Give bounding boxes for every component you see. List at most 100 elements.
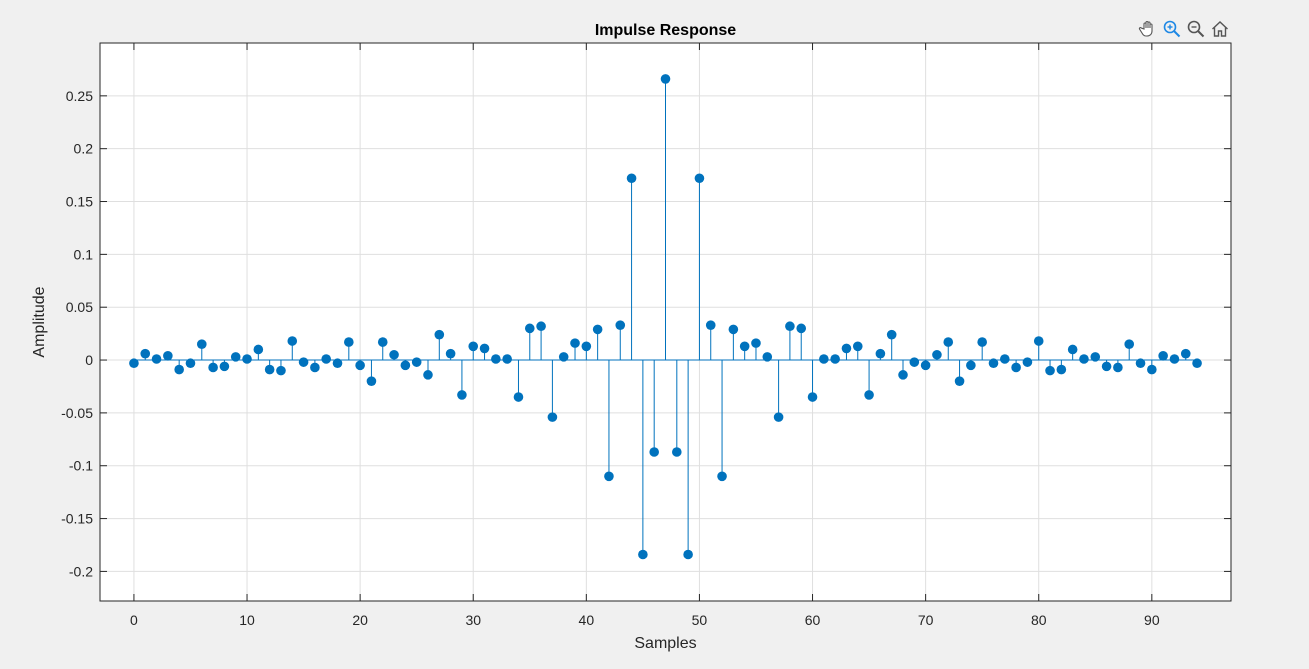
stem-marker	[344, 337, 354, 347]
stem-marker	[649, 447, 659, 457]
stem-marker	[660, 74, 671, 84]
stem-marker	[1000, 354, 1010, 364]
stem-marker	[174, 364, 184, 375]
stem-marker	[1101, 361, 1112, 372]
stem-marker	[615, 320, 626, 330]
y-tick-label: 0.15	[66, 194, 93, 210]
stem-marker	[1056, 364, 1067, 375]
stem-marker	[377, 337, 388, 347]
stem-marker	[819, 354, 829, 364]
stem-marker	[1158, 351, 1168, 361]
stem-marker	[1180, 348, 1191, 359]
stem-marker	[773, 412, 784, 422]
stem-marker	[1113, 362, 1123, 373]
stem-marker	[852, 341, 863, 352]
stem-marker	[423, 370, 433, 380]
axes-frame	[99, 42, 1232, 602]
stem-marker	[932, 349, 942, 360]
stem-marker	[400, 360, 411, 371]
stem-marker	[694, 173, 705, 184]
stem-marker	[298, 357, 309, 367]
stem-marker	[592, 324, 603, 335]
x-tick-label: 10	[239, 612, 255, 628]
x-tick-label: 50	[692, 612, 708, 628]
stem-marker	[310, 362, 320, 373]
stem-marker	[1022, 357, 1033, 367]
stem-marker	[558, 352, 569, 362]
stem-marker	[468, 341, 479, 352]
stem-marker	[672, 447, 682, 457]
zoom-in-icon[interactable]	[1161, 18, 1183, 40]
y-tick-label: -0.1	[69, 458, 93, 474]
y-tick-label: 0.1	[74, 246, 94, 262]
stem-marker	[604, 471, 614, 482]
stem-marker	[886, 329, 897, 340]
stem-marker	[242, 354, 252, 364]
y-tick-label: 0.25	[66, 88, 93, 104]
stem-marker	[264, 364, 275, 375]
stem-marker	[129, 358, 139, 369]
stem-marker	[796, 323, 807, 334]
y-tick-label: 0	[85, 352, 93, 368]
stem-marker	[988, 358, 999, 369]
stem-marker	[491, 354, 501, 364]
stem-marker	[943, 337, 954, 347]
stem-marker	[570, 338, 580, 348]
y-tick-label: -0.2	[69, 563, 93, 579]
stem-marker	[196, 339, 207, 349]
zoom-out-icon[interactable]	[1185, 18, 1207, 40]
stem-marker	[762, 352, 773, 362]
stem-marker	[185, 358, 196, 369]
x-tick-label: 20	[352, 612, 368, 628]
y-axis-label: Amplitude	[31, 286, 48, 357]
stem-marker	[1045, 365, 1055, 376]
stem-marker	[1192, 358, 1202, 369]
stem-marker	[547, 412, 558, 422]
x-tick-label: 0	[130, 612, 138, 628]
stem-marker	[728, 324, 739, 335]
stem-marker	[151, 354, 162, 364]
stem-marker	[140, 348, 151, 359]
stem-marker	[1067, 344, 1078, 355]
stem-marker	[751, 338, 761, 348]
stem-marker	[434, 329, 445, 340]
stem-marker	[705, 320, 716, 330]
stem-marker	[457, 390, 467, 400]
x-axis-label: Samples	[634, 635, 696, 652]
stem-marker	[1124, 339, 1135, 349]
home-icon[interactable]	[1209, 18, 1231, 40]
stem-marker	[909, 357, 920, 367]
x-tick-label: 90	[1144, 612, 1160, 628]
stem-marker	[332, 358, 343, 369]
stem-marker	[502, 354, 512, 364]
stem-marker	[163, 351, 173, 361]
stem-marker	[219, 361, 230, 372]
stem-marker	[807, 392, 818, 402]
stem-marker	[785, 321, 795, 332]
stem-marker	[638, 549, 648, 560]
stem-marker	[276, 365, 286, 376]
stem-marker	[208, 362, 218, 373]
stem-marker	[1147, 364, 1157, 375]
x-tick-label: 70	[918, 612, 934, 628]
stem-marker	[1079, 354, 1089, 364]
x-tick-label: 80	[1031, 612, 1047, 628]
stem-marker	[1135, 358, 1146, 369]
stem-marker	[1169, 354, 1180, 364]
stem-marker	[966, 360, 976, 371]
y-tick-label: 0.05	[66, 299, 93, 315]
x-tick-label: 30	[465, 612, 481, 628]
x-tick-label: 40	[579, 612, 595, 628]
stem-marker	[683, 549, 693, 560]
stem-marker	[830, 354, 840, 364]
y-tick-label: 0.2	[74, 141, 94, 157]
y-tick-label: -0.15	[61, 511, 93, 527]
pan-hand-icon[interactable]	[1137, 18, 1159, 40]
stem-marker	[739, 341, 750, 352]
stem-marker	[977, 337, 987, 347]
stem-marker	[389, 349, 399, 360]
stem-marker	[366, 376, 377, 386]
stem-marker	[287, 336, 298, 346]
stem-marker	[253, 344, 264, 355]
stem-marker	[230, 352, 241, 362]
